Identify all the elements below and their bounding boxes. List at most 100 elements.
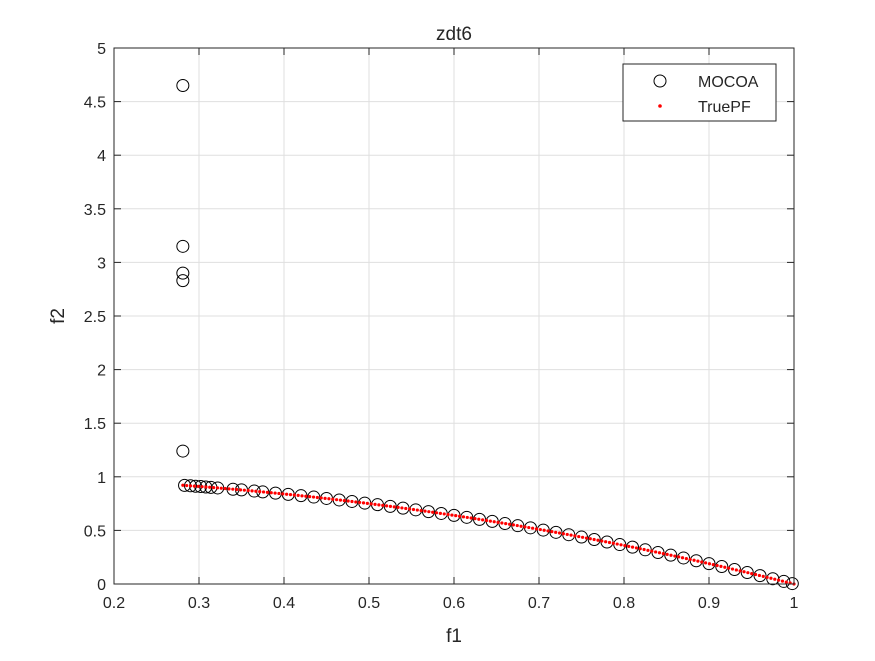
truepf-point: [577, 534, 581, 539]
truepf-point: [604, 540, 608, 544]
mocoa-point: [184, 479, 197, 493]
y-axis-label: f2: [48, 308, 69, 324]
truepf-point: [484, 518, 489, 523]
truepf-point: [408, 507, 412, 511]
truepf-point: [235, 487, 239, 492]
truepf-point: [442, 512, 446, 516]
truepf-point: [665, 552, 669, 556]
chart-title: zdt6: [436, 24, 472, 45]
truepf-point: [715, 563, 719, 568]
truepf-point: [534, 527, 539, 531]
truepf-point: [531, 526, 535, 530]
x-ticks: 0.2 0.3 0.4 0.5 0.6 0.7 0.8 0.9 1: [103, 48, 799, 612]
truepf-point: [773, 577, 777, 581]
truepf-point: [684, 556, 688, 561]
truepf-point: [373, 502, 377, 506]
truepf-point: [573, 534, 577, 538]
truepf-point: [611, 541, 615, 545]
mocoa-point: [549, 525, 563, 539]
truepf-point: [753, 572, 758, 577]
truepf-point: [519, 524, 523, 528]
truepf-point: [350, 499, 354, 504]
mocoa-point: [176, 266, 190, 280]
truepf-point: [738, 569, 742, 573]
truepf-point: [711, 563, 715, 567]
y-tick-label: 1: [97, 470, 106, 487]
truepf-point: [227, 487, 231, 491]
truepf-point: [761, 574, 765, 578]
truepf-point: [327, 497, 331, 501]
truepf-point: [304, 494, 308, 498]
truepf-point: [200, 485, 204, 489]
truepf-point: [757, 573, 762, 578]
truepf-point: [769, 576, 773, 580]
truepf-point: [258, 489, 262, 494]
truepf-point: [446, 512, 450, 517]
truepf-point: [669, 553, 673, 557]
truepf-point: [707, 562, 712, 566]
truepf-point: [488, 519, 492, 523]
truepf-point: [565, 532, 569, 537]
truepf-point: [557, 531, 562, 535]
truepf-point: [511, 523, 516, 527]
mocoa-point: [626, 540, 639, 554]
truepf-point: [285, 492, 289, 496]
truepf-point: [288, 493, 293, 497]
x-tick-label: 0.6: [443, 595, 465, 612]
truepf-point: [481, 518, 485, 522]
truepf-point: [496, 520, 500, 524]
truepf-point: [680, 556, 685, 560]
truepf-point: [723, 565, 727, 569]
truepf-point: [688, 557, 692, 562]
truepf-point: [250, 489, 254, 493]
truepf-point: [673, 554, 677, 558]
truepf-point: [492, 520, 496, 524]
truepf-point: [438, 511, 442, 515]
truepf-point: [727, 566, 731, 570]
mocoa-point: [383, 499, 397, 513]
truepf-point: [638, 547, 642, 551]
truepf-point: [746, 571, 750, 575]
truepf-point: [703, 561, 708, 565]
y-tick-label: 2.5: [84, 309, 106, 326]
truepf-point: [292, 493, 296, 497]
truepf-point: [561, 532, 565, 536]
mocoa-point: [702, 557, 716, 571]
y-tick-label: 0.5: [84, 523, 106, 540]
mocoa-point: [176, 239, 190, 253]
truepf-point: [542, 528, 546, 532]
truepf-point: [607, 540, 612, 545]
truepf-point: [415, 508, 419, 512]
truepf-point: [384, 504, 389, 508]
mocoa-point: [226, 482, 240, 496]
truepf-point: [696, 559, 700, 563]
truepf-point: [507, 522, 512, 526]
mocoa-point: [422, 505, 435, 519]
truepf-point: [646, 548, 650, 552]
mocoa-point: [176, 274, 190, 288]
truepf-point: [527, 525, 531, 530]
y-tick-label: 4.5: [84, 95, 106, 112]
truepf-point: [454, 514, 458, 518]
truepf-point: [657, 551, 662, 555]
y-tick-label: 0: [97, 577, 106, 594]
truepf-point: [457, 514, 462, 518]
truepf-point: [273, 491, 277, 495]
truepf-point: [388, 504, 393, 508]
truepf-point: [654, 550, 658, 554]
truepf-point: [315, 495, 319, 500]
truepf-point: [719, 564, 723, 568]
truepf-point: [181, 483, 185, 487]
truepf-point: [500, 521, 504, 525]
truepf-point: [619, 543, 623, 547]
mocoa-point: [307, 490, 321, 504]
truepf-point: [777, 578, 781, 582]
truepf-point: [630, 545, 635, 549]
x-tick-label: 0.8: [613, 595, 635, 612]
x-axis-label: f1: [446, 626, 462, 647]
x-tick-label: 0.3: [188, 595, 210, 612]
truepf-point: [300, 494, 304, 498]
truepf-point: [434, 511, 439, 515]
truepf-point: [354, 500, 358, 504]
